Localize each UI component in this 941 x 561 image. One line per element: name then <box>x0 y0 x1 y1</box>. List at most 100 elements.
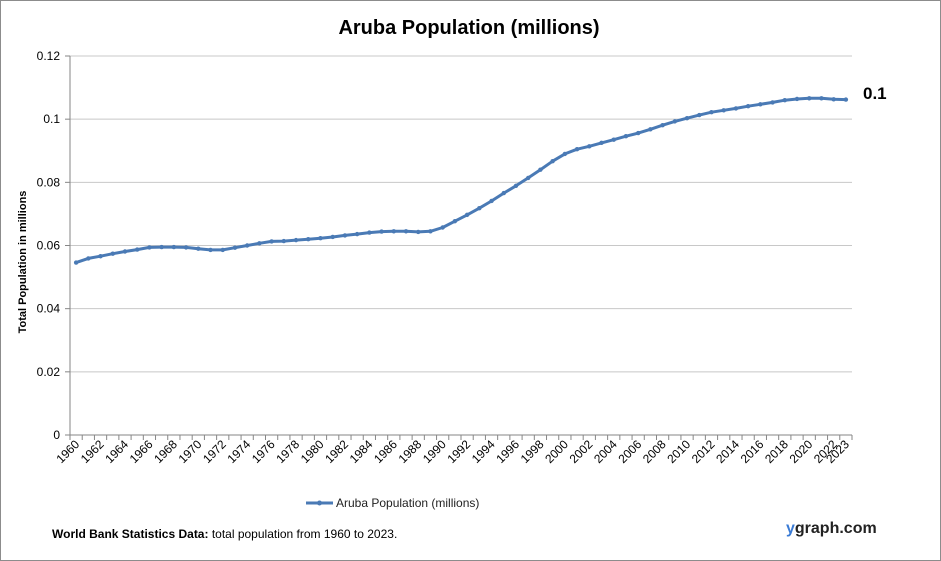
data-point <box>672 119 678 124</box>
data-point <box>208 247 213 253</box>
x-tick-label: 1970 <box>176 437 205 466</box>
brand-logo-y: y <box>786 520 795 537</box>
data-point <box>831 97 836 102</box>
data-point <box>73 260 79 265</box>
data-point <box>281 238 287 244</box>
data-point <box>574 146 580 152</box>
data-point <box>721 108 726 113</box>
data-point <box>122 249 128 254</box>
data-point <box>758 102 763 107</box>
data-point <box>306 236 311 242</box>
x-tick-label: 2006 <box>616 437 645 466</box>
data-point <box>330 234 335 240</box>
data-point <box>513 183 519 189</box>
data-point <box>159 244 164 250</box>
data-point <box>379 229 384 234</box>
data-point <box>440 225 445 230</box>
data-point <box>807 96 812 101</box>
legend: Aruba Population (millions) <box>306 496 479 510</box>
data-point <box>367 230 372 235</box>
x-tick-label: 1988 <box>396 437 425 466</box>
data-point <box>403 229 409 234</box>
y-tick-label: 0.12 <box>37 49 61 63</box>
data-point <box>183 245 189 250</box>
y-axis-label: Total Population in millions <box>17 191 29 334</box>
data-point <box>171 244 177 250</box>
source-note: World Bank Statistics Data: total popula… <box>52 527 397 541</box>
x-tick-label: 1978 <box>273 437 302 466</box>
x-tick-label: 1998 <box>518 437 547 466</box>
y-tick-label: 0.08 <box>37 175 61 189</box>
data-point <box>587 144 592 149</box>
y-tick-label: 0.06 <box>37 239 61 253</box>
data-point <box>391 229 396 234</box>
x-tick-label: 1964 <box>102 437 131 466</box>
data-point <box>196 246 201 251</box>
x-tick-label: 1966 <box>127 437 156 466</box>
data-point <box>477 206 482 211</box>
x-tick-label: 2020 <box>787 437 816 466</box>
data-point <box>599 140 604 146</box>
data-point <box>428 229 433 234</box>
x-tick-label: 2012 <box>689 437 718 466</box>
x-tick-label: 1992 <box>444 437 473 466</box>
data-point <box>550 158 555 164</box>
data-point <box>794 96 800 102</box>
data-point <box>635 130 641 136</box>
series-layer <box>73 96 849 265</box>
x-tick-label: 2002 <box>567 437 596 466</box>
x-tick-label: 1972 <box>200 437 229 466</box>
data-point <box>318 236 323 241</box>
data-point <box>452 218 458 224</box>
x-tick-label: 1982 <box>322 437 351 466</box>
x-tick-labels: 1960196219641966196819701972197419761978… <box>53 437 852 466</box>
gridlines <box>65 55 852 436</box>
x-tick-label: 2004 <box>591 437 620 466</box>
x-tick-label: 1994 <box>469 437 498 466</box>
x-tick-label: 2000 <box>542 437 571 466</box>
y-tick-labels: 0 0.02 0.04 0.06 0.08 0.1 0.12 <box>37 49 61 442</box>
data-point <box>770 100 775 105</box>
x-tick-label: 1968 <box>151 437 180 466</box>
x-tick-label: 1980 <box>298 437 327 466</box>
data-point <box>244 243 250 248</box>
data-point <box>293 237 299 243</box>
data-point <box>342 233 348 238</box>
x-tick-label: 1996 <box>493 437 522 466</box>
data-point <box>269 239 274 244</box>
data-point <box>232 245 238 250</box>
data-point <box>684 116 690 121</box>
data-point <box>86 256 91 261</box>
legend-point-marker <box>317 500 322 506</box>
x-tick-label: 2018 <box>762 437 791 466</box>
x-tick-label: 1976 <box>249 437 278 466</box>
end-value-label: 0.1 <box>863 84 887 103</box>
y-tick-label: 0 <box>53 428 60 442</box>
x-tick-label: 1990 <box>420 437 449 466</box>
x-tick-label: 1974 <box>225 437 254 466</box>
data-point <box>745 104 751 109</box>
data-point <box>623 134 629 139</box>
brand-logo-rest: graph.com <box>794 520 877 537</box>
x-tick-label: 1986 <box>371 437 400 466</box>
data-point <box>501 190 506 196</box>
x-tick-label: 2008 <box>640 437 669 466</box>
x-tick-label: 2010 <box>664 437 693 466</box>
data-point <box>135 247 140 252</box>
x-tick-label: 2016 <box>738 437 767 466</box>
data-point <box>354 231 360 237</box>
y-tick-label: 0.1 <box>43 112 60 126</box>
data-point <box>611 137 616 142</box>
x-tick-label: 1984 <box>347 437 376 466</box>
data-point <box>526 175 531 181</box>
source-note-text: total population from 1960 to 2023. <box>208 527 398 541</box>
data-point <box>220 247 225 253</box>
data-point <box>416 229 421 235</box>
data-point <box>257 241 262 246</box>
data-point <box>489 198 494 204</box>
chart-title: Aruba Population (millions) <box>338 17 599 39</box>
legend-label: Aruba Population (millions) <box>336 496 479 510</box>
data-point <box>562 151 568 157</box>
